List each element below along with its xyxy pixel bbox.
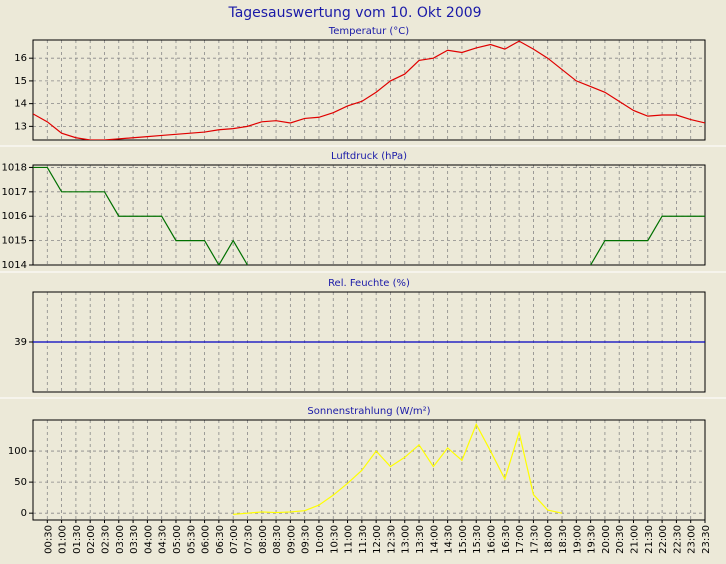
plot-frame — [32, 39, 706, 141]
x-tick-label: 08:00 — [258, 525, 269, 554]
x-tick-label: 02:00 — [86, 525, 97, 554]
x-tick-label: 17:00 — [515, 525, 526, 554]
x-tick-label: 22:30 — [672, 525, 683, 554]
x-tick-label: 20:30 — [615, 525, 626, 554]
x-tick-label: 21:00 — [630, 525, 641, 554]
y-tick-label: 0 — [21, 508, 27, 519]
x-tick-label: 07:00 — [229, 525, 240, 554]
x-tick-label: 19:00 — [572, 525, 583, 554]
x-tick-label: 18:00 — [544, 525, 555, 554]
x-tick-label: 04:00 — [143, 525, 154, 554]
y-tick-label: 50 — [14, 477, 27, 488]
x-tick-label: 20:00 — [601, 525, 612, 554]
x-tick-label: 22:00 — [658, 525, 669, 554]
panel-title: Rel. Feuchte (%) — [328, 278, 410, 289]
x-tick-label: 16:30 — [501, 525, 512, 554]
x-tick-label: 14:00 — [429, 525, 440, 554]
panel-title: Sonnenstrahlung (W/m²) — [307, 406, 430, 417]
y-tick-label: 16 — [14, 53, 27, 64]
x-tick-label: 01:30 — [72, 525, 83, 554]
y-tick-label: 100 — [8, 446, 27, 457]
page-title: Tagesauswertung vom 10. Okt 2009 — [227, 5, 481, 21]
x-tick-label: 19:30 — [587, 525, 598, 554]
x-tick-label: 14:30 — [444, 525, 455, 554]
x-tick-label: 12:00 — [372, 525, 383, 554]
data-line — [33, 40, 705, 140]
x-tick-label: 02:30 — [100, 525, 111, 554]
data-line — [33, 166, 705, 265]
y-tick-label: 1015 — [2, 236, 27, 247]
x-tick-label: 07:30 — [243, 525, 254, 554]
panel-title: Temperatur (°C) — [328, 26, 409, 37]
y-tick-label: 15 — [14, 76, 27, 87]
x-tick-label: 13:00 — [401, 525, 412, 554]
y-tick-label: 13 — [14, 121, 27, 132]
x-tick-label: 11:30 — [358, 525, 369, 554]
x-tick-label: 15:00 — [458, 525, 469, 554]
plot-frame — [32, 164, 706, 266]
y-tick-label: 1018 — [2, 162, 27, 173]
x-tick-label: 21:30 — [644, 525, 655, 554]
x-tick-label: 10:30 — [329, 525, 340, 554]
y-tick-label: 1014 — [2, 260, 27, 271]
x-tick-label: 17:30 — [529, 525, 540, 554]
x-tick-label: 03:00 — [115, 525, 126, 554]
y-tick-label: 39 — [14, 337, 27, 348]
x-tick-label: 09:00 — [286, 525, 297, 554]
x-tick-label: 03:30 — [129, 525, 140, 554]
plot-frame — [32, 419, 706, 521]
data-line — [233, 422, 563, 516]
x-tick-label: 11:00 — [344, 525, 355, 554]
x-tick-label: 01:00 — [58, 525, 69, 554]
x-tick-label: 05:30 — [186, 525, 197, 554]
x-tick-label: 12:30 — [386, 525, 397, 554]
panel-title: Luftdruck (hPa) — [331, 151, 407, 162]
x-tick-label: 15:30 — [472, 525, 483, 554]
x-tick-label: 08:30 — [272, 525, 283, 554]
x-tick-label: 18:30 — [558, 525, 569, 554]
y-tick-label: 1017 — [2, 187, 27, 198]
x-tick-label: 04:30 — [158, 525, 169, 554]
x-tick-label: 06:00 — [201, 525, 212, 554]
x-tick-label: 05:00 — [172, 525, 183, 554]
y-tick-label: 1016 — [2, 211, 27, 222]
x-tick-label: 23:30 — [701, 525, 712, 554]
x-tick-label: 00:30 — [43, 525, 54, 554]
x-tick-label: 09:30 — [301, 525, 312, 554]
x-tick-label: 06:30 — [215, 525, 226, 554]
x-tick-label: 16:00 — [487, 525, 498, 554]
x-tick-label: 10:00 — [315, 525, 326, 554]
y-tick-label: 14 — [14, 99, 27, 110]
x-tick-label: 23:00 — [687, 525, 698, 554]
x-tick-label: 13:30 — [415, 525, 426, 554]
